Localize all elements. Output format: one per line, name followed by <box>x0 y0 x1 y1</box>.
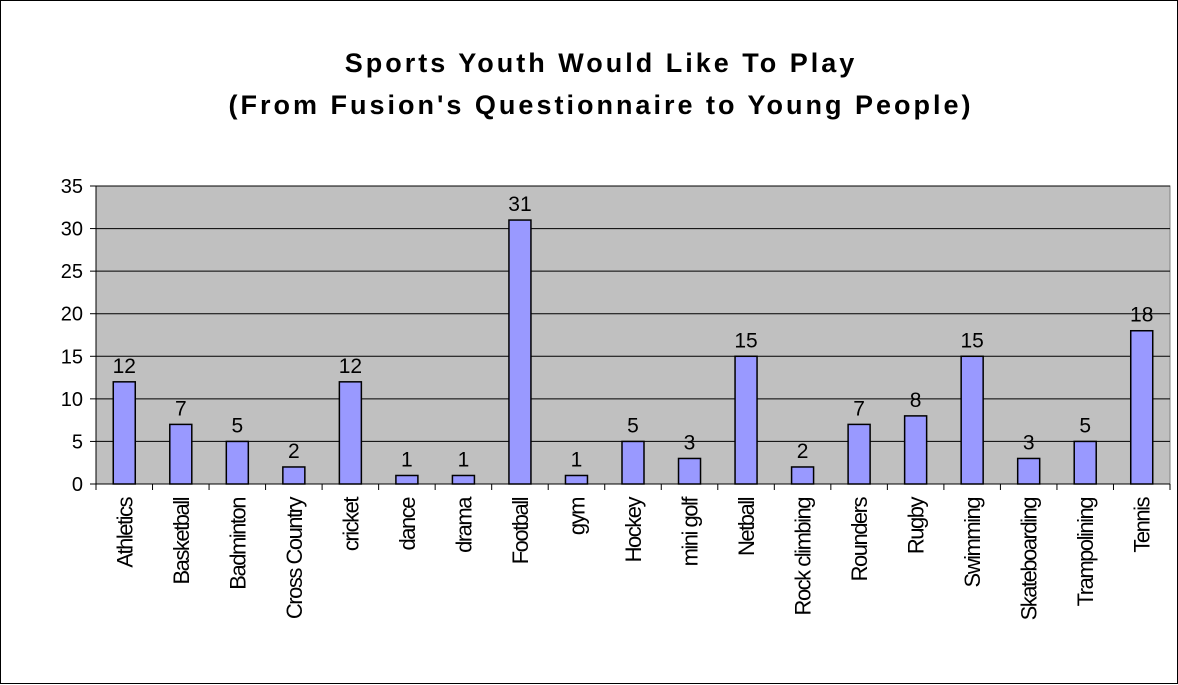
data-label: 1 <box>458 448 470 471</box>
bar <box>621 440 645 485</box>
bar <box>169 423 193 485</box>
y-tick-label: 20 <box>61 304 83 326</box>
x-tick-label: gym <box>564 498 589 535</box>
bar <box>1073 440 1097 485</box>
bar <box>282 466 306 485</box>
x-tick-label: Badminton <box>225 498 250 590</box>
x-tick-label: drama <box>451 496 476 553</box>
x-tick-label: Athletics <box>112 497 137 568</box>
plot-area <box>95 185 1171 485</box>
data-label: 5 <box>231 414 243 437</box>
x-tick-label: Netball <box>734 497 759 556</box>
x-tick-label: Trampolining <box>1073 498 1098 607</box>
data-label: 1 <box>401 448 413 471</box>
x-tick-label: Rock climbing <box>791 498 816 616</box>
bar <box>508 219 532 485</box>
data-label: 2 <box>288 440 300 463</box>
x-tick-label: mini golf <box>678 496 703 567</box>
data-label: 7 <box>853 397 865 420</box>
chart-title: Sports Youth Would Like To Play <box>345 48 858 78</box>
x-tick-label: Skateboarding <box>1017 498 1042 621</box>
bar <box>847 423 871 485</box>
data-label: 8 <box>910 389 922 412</box>
y-tick-label: 30 <box>61 219 83 241</box>
grid-lines <box>96 185 1170 442</box>
bar <box>790 466 815 485</box>
x-tick-label: Tennis <box>1130 497 1155 553</box>
data-label: 18 <box>1130 304 1153 327</box>
data-label: 12 <box>113 355 136 378</box>
bar <box>225 440 250 485</box>
x-tick-label: Hockey <box>621 497 646 563</box>
y-tick-label: 0 <box>72 474 83 496</box>
bar <box>395 474 419 485</box>
bar <box>1129 329 1154 485</box>
x-tick-label: Cross Country <box>282 497 307 620</box>
bars <box>112 219 1154 485</box>
x-tick-label: Rugby <box>904 497 929 555</box>
data-label: 3 <box>1023 431 1035 454</box>
bar <box>677 457 702 485</box>
bar <box>734 355 758 485</box>
bar <box>112 381 137 485</box>
data-label: 5 <box>627 414 639 437</box>
data-label: 15 <box>960 329 983 352</box>
bar <box>960 355 984 485</box>
y-tick-label: 10 <box>61 389 83 411</box>
bar <box>564 474 589 485</box>
data-label: 2 <box>797 440 809 463</box>
x-tick-label: dance <box>395 497 420 551</box>
bar <box>451 474 476 485</box>
category-labels: Athletics Basketball Badminton Cross Countr… <box>112 496 1154 621</box>
y-tick-label: 15 <box>61 346 83 368</box>
data-label: 15 <box>734 329 757 352</box>
data-label: 3 <box>684 431 696 454</box>
y-tick-label: 5 <box>72 431 83 453</box>
bar <box>903 415 928 485</box>
bar <box>338 381 363 485</box>
data-label: 5 <box>1079 414 1091 437</box>
y-tick-label: 35 <box>61 176 83 198</box>
x-tick-label: Football <box>508 497 533 564</box>
x-tick-label: Basketball <box>169 497 194 584</box>
x-tick-label: cricket <box>338 497 363 551</box>
chart-subtitle: (From Fusion's Questionnaire to Young Pe… <box>229 90 974 120</box>
data-label: 12 <box>339 355 362 378</box>
data-label: 31 <box>508 193 531 216</box>
bar <box>1016 457 1041 485</box>
y-tick-label: 25 <box>61 261 83 283</box>
x-tick-label: Swimming <box>960 498 985 588</box>
x-tick-label: Rounders <box>847 497 872 582</box>
data-label: 7 <box>175 397 187 420</box>
data-label: 1 <box>571 448 583 471</box>
